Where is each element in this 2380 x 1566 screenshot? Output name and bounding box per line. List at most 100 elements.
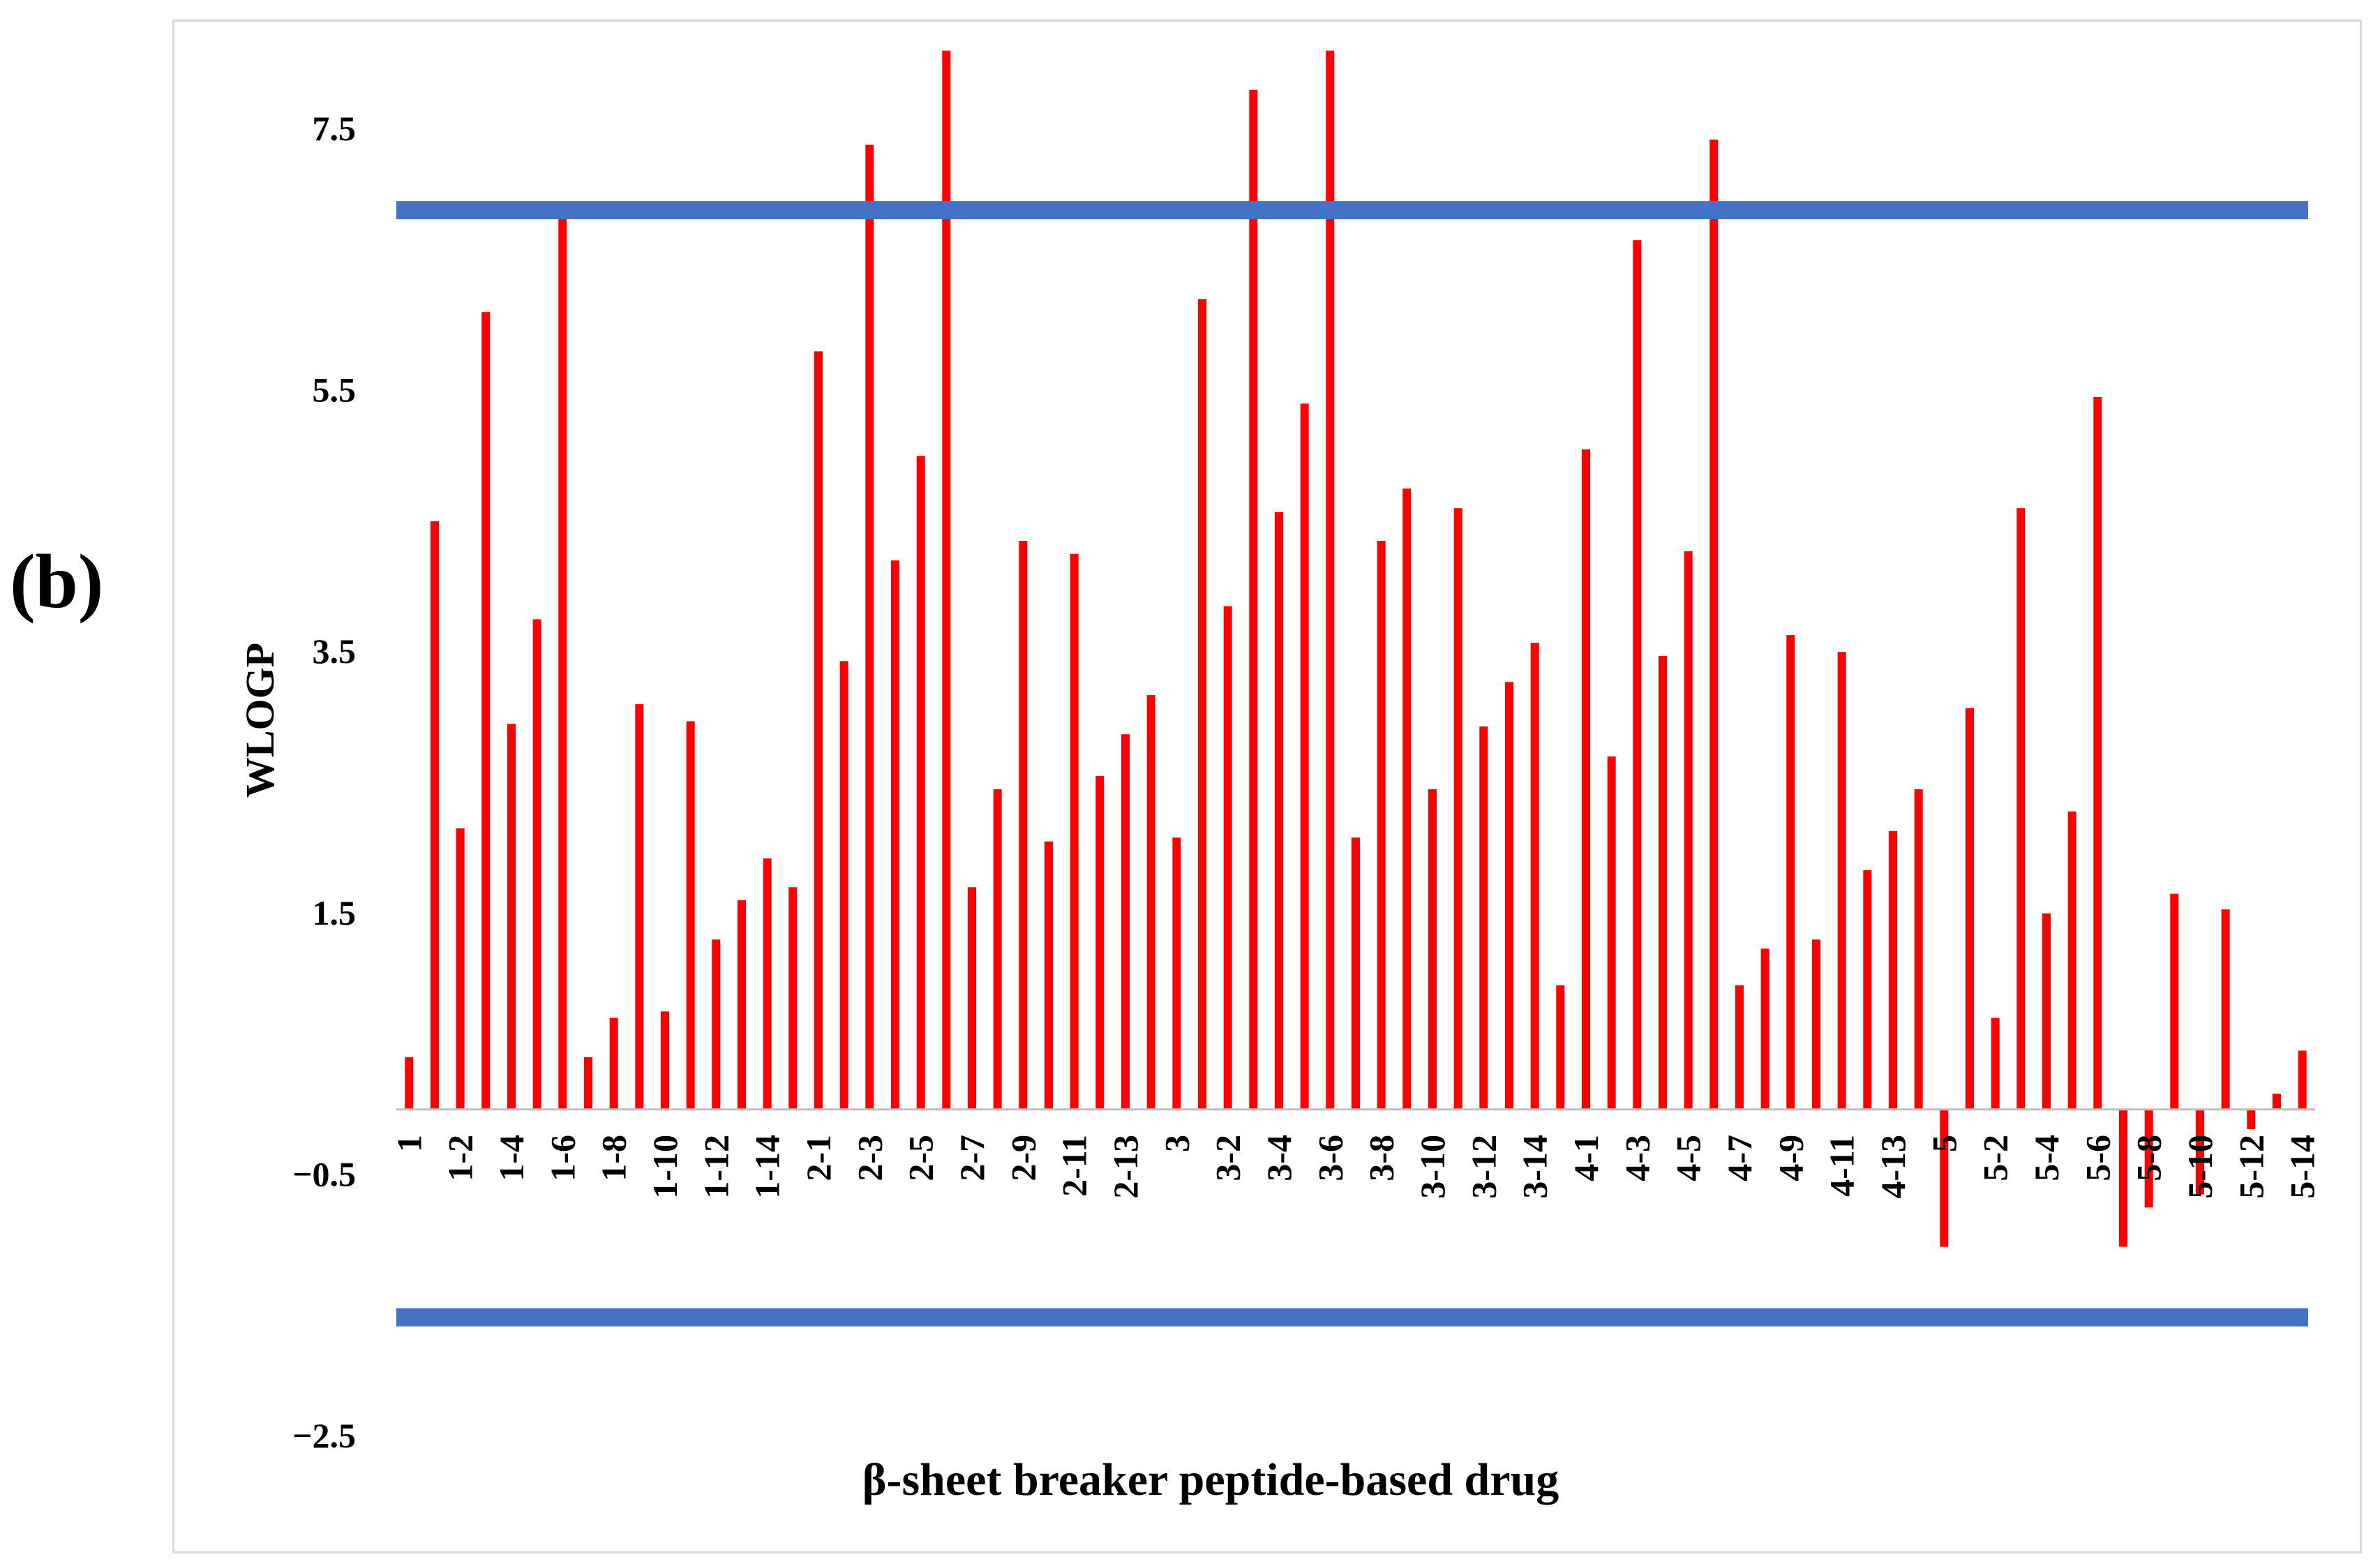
x-tick-label: 1 bbox=[389, 1135, 428, 1152]
x-tick-label: 1-4 bbox=[492, 1135, 531, 1181]
bar-3-3 bbox=[1249, 89, 1258, 1110]
bar-1-9 bbox=[635, 704, 644, 1110]
x-tick-label: 1-6 bbox=[543, 1135, 582, 1181]
bar-1-11 bbox=[686, 721, 695, 1110]
bar-4-4 bbox=[1659, 655, 1667, 1110]
x-tick-label: 2-13 bbox=[1106, 1135, 1145, 1199]
bar-1-3 bbox=[481, 312, 491, 1110]
x-tick-label: 5-12 bbox=[2231, 1135, 2270, 1199]
x-tick-label: 1-12 bbox=[696, 1135, 735, 1199]
bar-4-9 bbox=[1786, 634, 1795, 1110]
bar-5-5 bbox=[2067, 811, 2076, 1110]
x-tick-label: 4-9 bbox=[1771, 1135, 1810, 1181]
x-tick-label: 2-11 bbox=[1055, 1135, 1094, 1197]
bar-2-14 bbox=[1146, 695, 1155, 1110]
y-tick-label: −0.5 bbox=[292, 1154, 356, 1193]
chart-frame bbox=[172, 20, 2362, 1553]
bar-series bbox=[405, 50, 2307, 1247]
x-tick-label: 5-4 bbox=[2027, 1135, 2066, 1181]
y-tick-label: 5.5 bbox=[313, 371, 357, 410]
bar-2-7 bbox=[968, 887, 976, 1110]
x-tick-label: 2-7 bbox=[952, 1135, 991, 1181]
y-tick-label: 1.5 bbox=[313, 893, 357, 932]
bar-2-1 bbox=[814, 351, 823, 1110]
bar-3-8 bbox=[1377, 541, 1386, 1110]
x-tick-label: 1-10 bbox=[645, 1135, 684, 1199]
bar-4-11 bbox=[1837, 652, 1846, 1110]
bar-4-8 bbox=[1760, 948, 1769, 1110]
bar-2-4 bbox=[891, 560, 899, 1110]
bar-3-1 bbox=[1198, 299, 1206, 1110]
bar-1-10 bbox=[661, 1011, 669, 1110]
x-tick-label: 3-8 bbox=[1362, 1135, 1401, 1181]
panel-label: (b) bbox=[10, 539, 104, 624]
reference-lines bbox=[396, 201, 2308, 1327]
x-tick-label: 3-4 bbox=[1259, 1135, 1298, 1181]
bar-1-1 bbox=[431, 521, 439, 1110]
x-tick-label: 3-12 bbox=[1464, 1135, 1503, 1199]
bar-4-10 bbox=[1812, 939, 1820, 1110]
bar-5-4 bbox=[2042, 913, 2051, 1110]
bar-3-15 bbox=[1556, 985, 1565, 1110]
x-tick-label: 2-9 bbox=[1003, 1135, 1042, 1181]
bar-5-14 bbox=[2298, 1050, 2307, 1110]
y-tick-label: 7.5 bbox=[313, 109, 357, 148]
bar-3 bbox=[1172, 837, 1181, 1110]
x-tick-label: 3 bbox=[1157, 1135, 1196, 1152]
bar-4-1 bbox=[1582, 449, 1590, 1110]
bar-2-5 bbox=[916, 456, 925, 1110]
x-tick-label: 3-2 bbox=[1208, 1135, 1248, 1181]
bar-4-6 bbox=[1709, 140, 1719, 1110]
bar-1-12 bbox=[712, 939, 721, 1110]
x-tick-label: 1-8 bbox=[594, 1135, 634, 1181]
y-tick-label: −2.5 bbox=[292, 1416, 356, 1455]
bar-1 bbox=[405, 1057, 414, 1110]
bar-2-2 bbox=[839, 661, 848, 1110]
bar-3-12 bbox=[1479, 726, 1488, 1110]
bar-5-7 bbox=[2119, 1109, 2127, 1247]
bar-5-13 bbox=[2273, 1094, 2281, 1110]
bar-3-2 bbox=[1223, 606, 1232, 1110]
bar-5-8 bbox=[2144, 1109, 2153, 1208]
x-tick-label: 4-5 bbox=[1669, 1135, 1708, 1181]
bar-4-2 bbox=[1607, 756, 1616, 1110]
bar-4-5 bbox=[1684, 551, 1693, 1110]
bar-4-3 bbox=[1633, 240, 1642, 1110]
bar-2-11 bbox=[1070, 553, 1079, 1110]
bar-3-9 bbox=[1402, 489, 1412, 1110]
bar-5-3 bbox=[2016, 508, 2026, 1110]
bar-3-14 bbox=[1530, 643, 1539, 1110]
bar-1-6 bbox=[558, 214, 567, 1110]
bar-5-1 bbox=[1966, 708, 1974, 1110]
bar-5-9 bbox=[2170, 893, 2179, 1110]
bar-3-6 bbox=[1326, 50, 1335, 1110]
bar-3-4 bbox=[1275, 512, 1283, 1110]
x-tick-label: 3-14 bbox=[1515, 1135, 1555, 1199]
bar-1-4 bbox=[507, 724, 516, 1110]
bar-3-10 bbox=[1428, 789, 1437, 1110]
x-axis-ticks: 1 1-2 1-4 1-6 1-8 1-10 1-12 1-14 2-1 2-3 2-5 2-7 2-9… bbox=[389, 1135, 2321, 1199]
x-tick-label: 3-10 bbox=[1413, 1135, 1452, 1199]
x-tick-label: 5-6 bbox=[2078, 1135, 2117, 1181]
bar-3-11 bbox=[1453, 508, 1462, 1110]
bar-2-6 bbox=[942, 50, 951, 1110]
bar-2-12 bbox=[1095, 776, 1105, 1110]
bar-1-15 bbox=[788, 887, 798, 1110]
bar-3-5 bbox=[1300, 403, 1309, 1110]
bar-1-13 bbox=[738, 900, 746, 1110]
bar-1-8 bbox=[609, 1017, 618, 1110]
bar-2-3 bbox=[865, 144, 874, 1110]
bar-1-5 bbox=[532, 619, 541, 1110]
bar-1-7 bbox=[584, 1057, 592, 1110]
x-tick-label: 5-8 bbox=[2130, 1135, 2169, 1181]
x-tick-label: 5-14 bbox=[2283, 1135, 2322, 1199]
x-tick-label: 2-3 bbox=[850, 1135, 889, 1181]
bar-4-7 bbox=[1735, 985, 1744, 1110]
x-tick-label: 1-14 bbox=[748, 1135, 787, 1199]
x-tick-label: 4-11 bbox=[1823, 1135, 1862, 1197]
bar-5-2 bbox=[1991, 1017, 2000, 1110]
x-tick-label: 2-5 bbox=[901, 1135, 941, 1181]
x-tick-label: 3-6 bbox=[1310, 1135, 1349, 1181]
x-tick-label: 2-1 bbox=[799, 1135, 838, 1181]
